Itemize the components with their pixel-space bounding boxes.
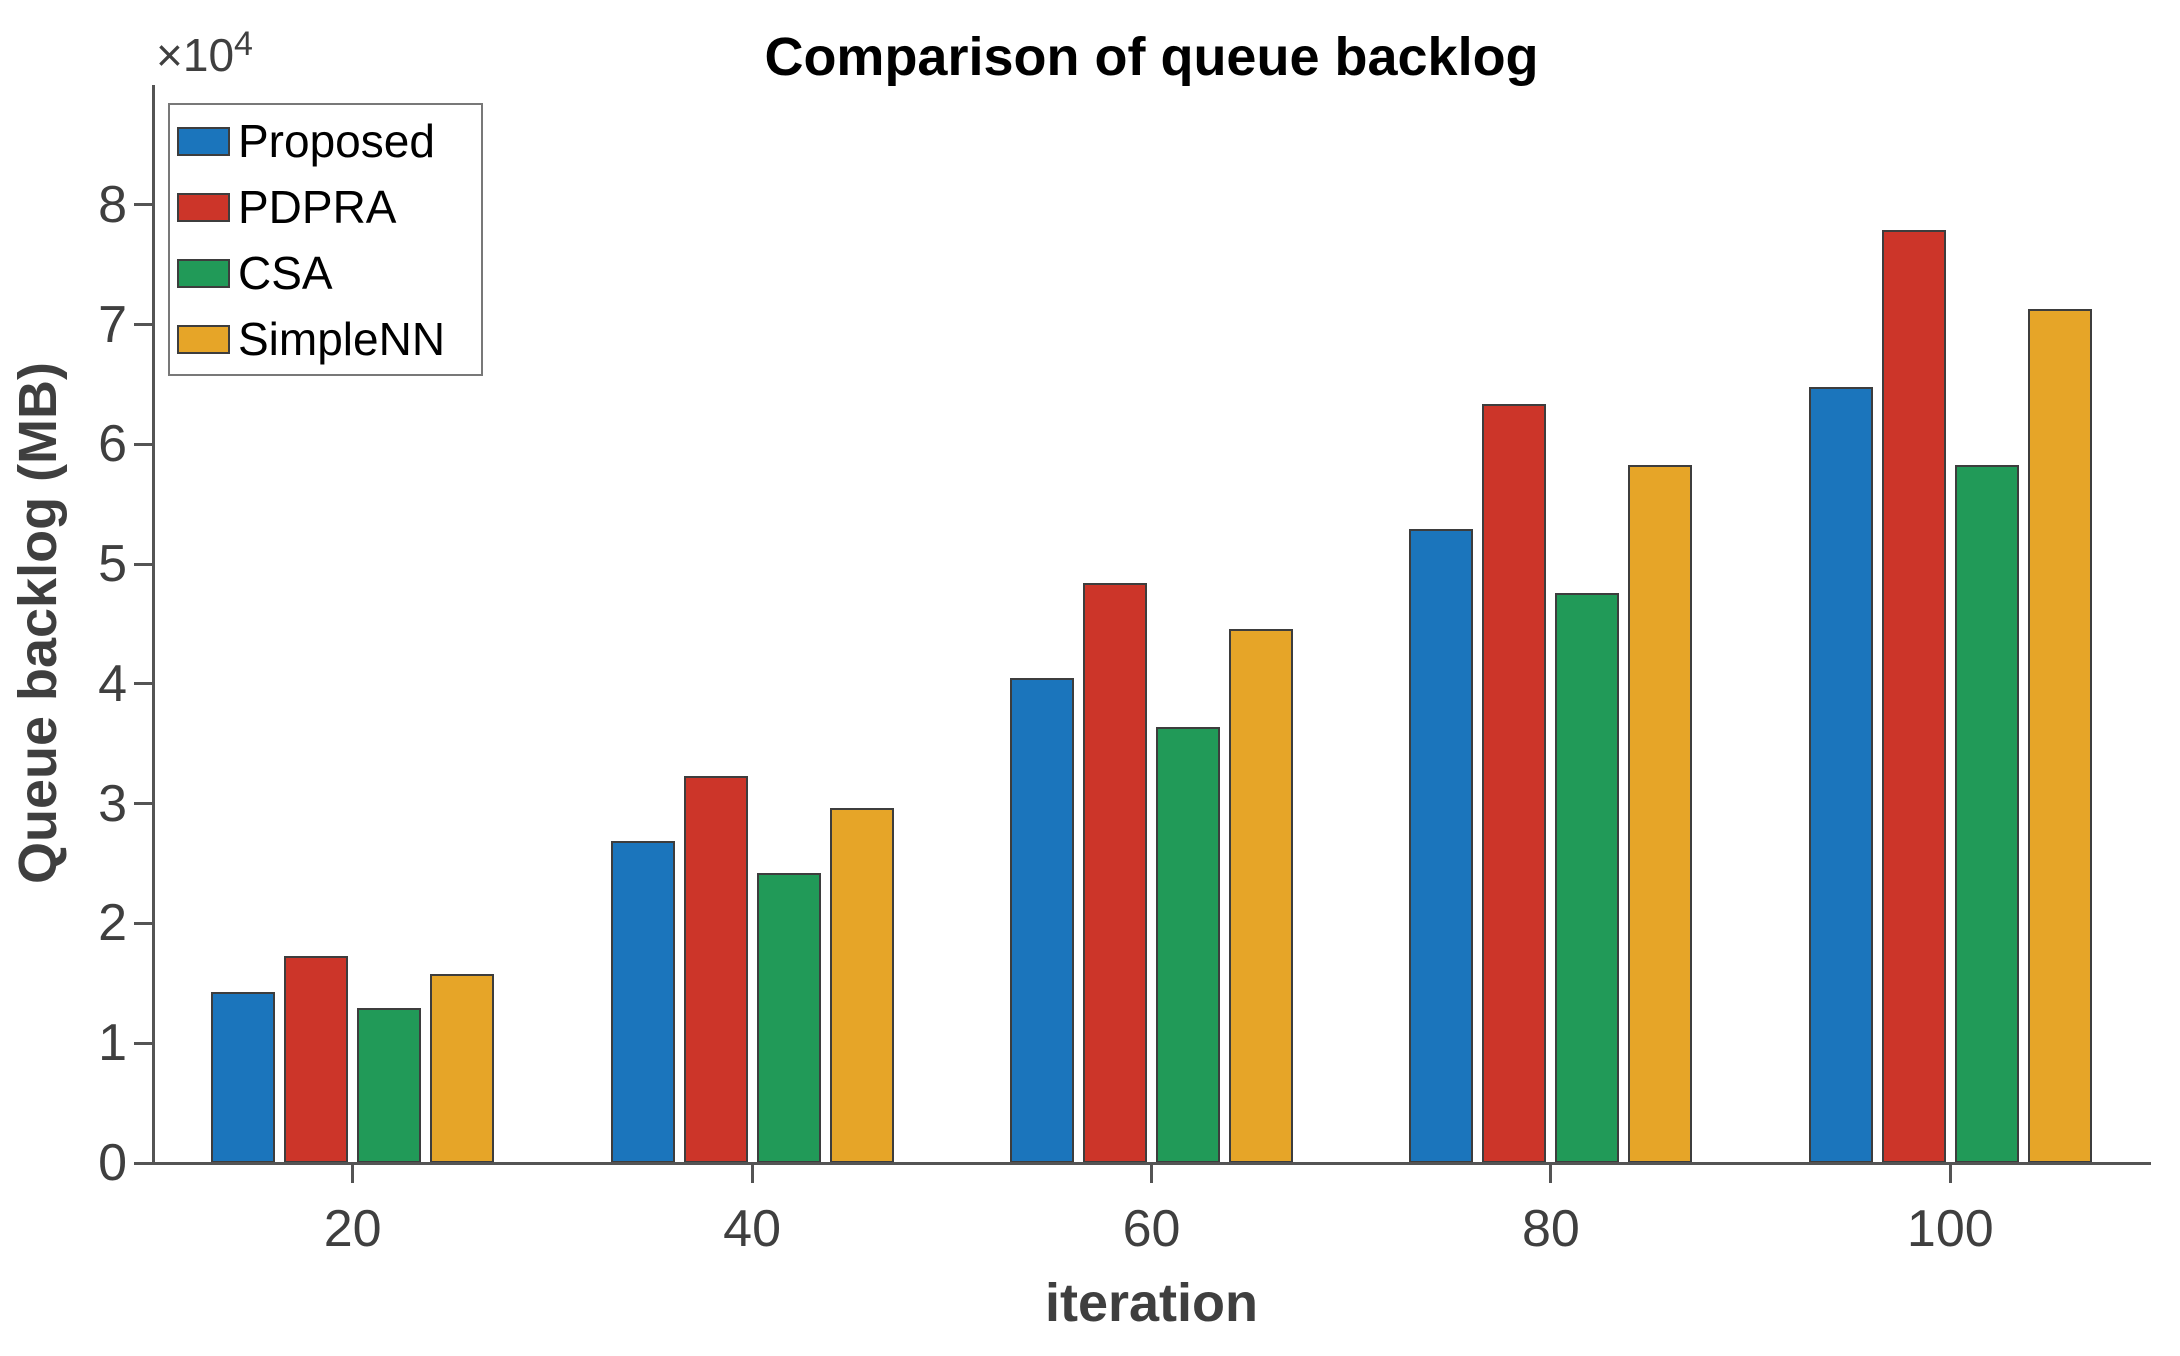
bar-csa-80	[1555, 592, 1620, 1163]
legend-row-simplenn: SimpleNN	[177, 306, 481, 372]
legend-label-simplenn: SimpleNN	[238, 313, 446, 365]
legend-swatch-csa	[177, 258, 230, 288]
y-tick-label-2: 2	[98, 894, 127, 953]
y-tick-label-8: 8	[98, 175, 127, 234]
bar-proposed-60	[1010, 677, 1074, 1163]
y-axis-offset-exponent: 4	[234, 25, 253, 63]
x-tick-mark-60	[1150, 1165, 1153, 1183]
x-tick-label-100: 100	[1906, 1200, 1994, 1258]
bar-proposed-100	[1808, 386, 1873, 1163]
bar-simplenn-40	[829, 808, 894, 1163]
x-tick-label-60: 60	[1122, 1200, 1181, 1258]
bar-proposed-80	[1409, 529, 1474, 1163]
bar-simplenn-20	[430, 973, 495, 1163]
x-tick-mark-80	[1549, 1165, 1553, 1183]
x-tick-label-40: 40	[723, 1200, 782, 1258]
y-axis-title: Queue backlog (MB)	[8, 361, 68, 885]
y-tick-mark-3	[134, 802, 154, 806]
y-tick-label-4: 4	[98, 654, 127, 713]
y-tick-mark-2	[134, 921, 154, 925]
legend-label-csa: CSA	[238, 247, 333, 299]
legend-row-pdpra: PDPRA	[177, 174, 481, 240]
y-tick-mark-1	[134, 1041, 154, 1045]
y-axis-offset-label: ×104	[156, 25, 253, 82]
bar-pdpra-80	[1482, 403, 1547, 1163]
y-tick-mark-6	[134, 442, 154, 446]
legend-row-csa: CSA	[177, 240, 481, 306]
bar-pdpra-100	[1881, 229, 1946, 1163]
bar-pdpra-20	[284, 955, 349, 1163]
y-tick-label-3: 3	[98, 774, 127, 833]
y-tick-label-1: 1	[98, 1014, 127, 1073]
bar-proposed-20	[211, 991, 276, 1163]
x-tick-mark-20	[351, 1165, 355, 1183]
y-tick-label-6: 6	[98, 415, 127, 474]
bar-simplenn-60	[1229, 628, 1293, 1163]
legend-swatch-pdpra	[177, 192, 230, 222]
chart-title: Comparison of queue backlog	[764, 27, 1539, 87]
legend: Proposed PDPRA CSA SimpleNN	[168, 103, 483, 376]
x-tick-label-20: 20	[323, 1200, 382, 1258]
bar-csa-100	[1954, 464, 2019, 1163]
x-tick-mark-100	[1948, 1165, 1952, 1183]
x-tick-mark-40	[750, 1165, 754, 1183]
legend-row-proposed: Proposed	[177, 108, 481, 174]
bar-csa-60	[1156, 727, 1220, 1163]
x-axis-title: iteration	[1044, 1273, 1259, 1333]
legend-swatch-simplenn	[177, 324, 230, 354]
y-axis-offset-base: ×10	[156, 29, 235, 81]
bar-pdpra-40	[683, 776, 748, 1163]
legend-swatch-proposed	[177, 126, 230, 156]
bar-csa-20	[357, 1008, 422, 1163]
y-tick-mark-7	[134, 323, 154, 327]
y-tick-mark-5	[134, 562, 154, 566]
bar-pdpra-60	[1083, 583, 1147, 1163]
bar-simplenn-80	[1628, 464, 1693, 1163]
y-tick-label-7: 7	[98, 295, 127, 354]
bar-simplenn-100	[2027, 308, 2092, 1163]
y-tick-mark-8	[134, 203, 154, 207]
bar-csa-40	[756, 873, 821, 1163]
y-tick-mark-0	[134, 1161, 154, 1165]
y-tick-label-0: 0	[98, 1134, 127, 1192]
legend-label-pdpra: PDPRA	[238, 181, 397, 233]
legend-label-proposed: Proposed	[238, 115, 435, 167]
bar-proposed-40	[610, 840, 675, 1163]
y-tick-mark-4	[134, 682, 154, 686]
x-tick-label-80: 80	[1521, 1200, 1580, 1258]
y-axis-line	[152, 85, 155, 1165]
y-tick-label-5: 5	[98, 535, 127, 594]
x-axis-line	[152, 1162, 2151, 1165]
